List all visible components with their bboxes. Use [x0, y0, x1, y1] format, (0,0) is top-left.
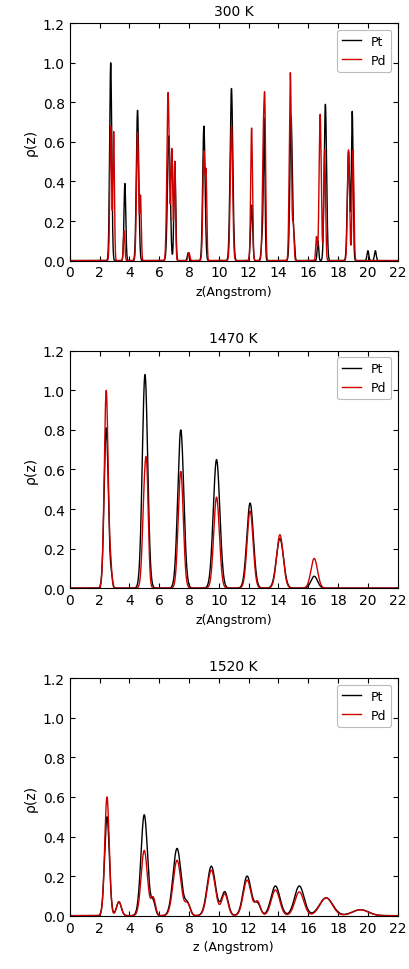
Pt: [310, 256, 315, 267]
Pd: [67, 910, 72, 922]
Pd: [261, 104, 265, 115]
Pt: [186, 248, 191, 260]
Line: Pd: Pd: [70, 391, 397, 588]
Pt: [327, 256, 332, 267]
Pd: [287, 68, 292, 79]
Line: Pt: Pt: [70, 375, 397, 588]
Pt: [310, 572, 315, 583]
Pd: [186, 898, 191, 910]
Pt: [261, 908, 265, 920]
Pt: [394, 256, 399, 267]
Pd: [186, 249, 191, 261]
Y-axis label: ρ(z): ρ(z): [23, 456, 37, 484]
Pt: [394, 582, 399, 594]
Pd: [67, 582, 72, 594]
Title: 300 K: 300 K: [213, 5, 253, 19]
Pd: [67, 256, 72, 267]
Pt: [394, 910, 399, 922]
Title: 1520 K: 1520 K: [209, 659, 257, 673]
Pd: [310, 908, 315, 920]
Pt: [261, 582, 265, 594]
Pt: [275, 539, 280, 550]
Line: Pd: Pd: [70, 74, 397, 262]
Pd: [103, 385, 108, 396]
Pt: [327, 895, 332, 907]
Pt: [142, 369, 147, 381]
Pd: [275, 537, 280, 548]
Y-axis label: ρ(z): ρ(z): [23, 129, 37, 156]
Pt: [186, 578, 191, 589]
Pd: [394, 256, 399, 267]
Pd: [327, 256, 332, 267]
Pt: [83, 910, 88, 922]
Y-axis label: ρ(z): ρ(z): [23, 784, 37, 811]
Pd: [83, 256, 88, 267]
Pd: [394, 910, 399, 922]
Pd: [83, 582, 88, 594]
X-axis label: z(Angstrom): z(Angstrom): [195, 613, 271, 626]
Pd: [104, 792, 109, 803]
Pt: [310, 907, 315, 919]
Legend: Pt, Pd: Pt, Pd: [336, 685, 391, 727]
Pd: [186, 581, 191, 593]
Line: Pd: Pd: [70, 797, 397, 916]
Legend: Pt, Pd: Pt, Pd: [336, 358, 391, 400]
Legend: Pt, Pd: Pt, Pd: [336, 30, 391, 73]
Pd: [83, 910, 88, 922]
Pt: [327, 582, 332, 594]
Line: Pt: Pt: [70, 64, 397, 262]
Pt: [142, 809, 146, 821]
Pd: [310, 555, 315, 567]
Pd: [275, 256, 280, 267]
Pd: [261, 908, 265, 920]
Pt: [275, 885, 280, 896]
Pt: [261, 128, 265, 140]
Pt: [67, 910, 72, 922]
Pt: [83, 582, 88, 594]
X-axis label: z (Angstrom): z (Angstrom): [193, 940, 273, 953]
Pt: [275, 256, 280, 267]
Pt: [186, 897, 191, 909]
X-axis label: z(Angstrom): z(Angstrom): [195, 286, 271, 298]
Pt: [108, 58, 113, 70]
Pt: [83, 256, 88, 267]
Pd: [275, 889, 280, 900]
Pt: [67, 582, 72, 594]
Pd: [327, 582, 332, 594]
Pd: [394, 582, 399, 594]
Pt: [67, 256, 72, 267]
Pd: [310, 256, 315, 267]
Title: 1470 K: 1470 K: [209, 332, 257, 346]
Pd: [327, 895, 332, 907]
Line: Pt: Pt: [70, 815, 397, 916]
Pd: [261, 582, 265, 594]
